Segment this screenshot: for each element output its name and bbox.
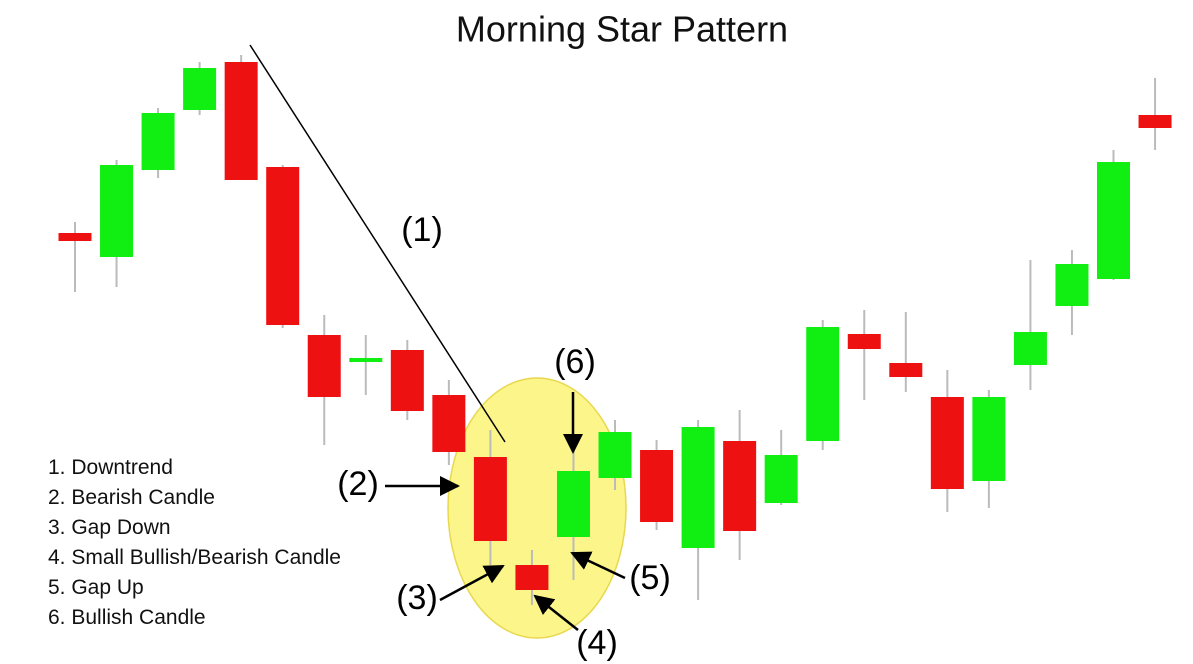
arrow	[439, 564, 505, 602]
candle-body	[1055, 264, 1089, 306]
candle-body	[556, 471, 590, 537]
annotation: (1)	[401, 211, 443, 249]
candle-body	[640, 450, 674, 522]
arrow	[533, 594, 579, 631]
candle-body	[307, 335, 341, 397]
candle-body	[390, 350, 424, 411]
candle-body	[349, 358, 383, 362]
candle-body	[100, 165, 134, 257]
candle-body	[764, 455, 798, 503]
arrow	[570, 551, 626, 580]
candle-body	[1138, 115, 1172, 128]
candle-body	[1013, 332, 1047, 365]
trend-line	[249, 44, 506, 443]
annotation: (6)	[554, 343, 596, 381]
candles	[58, 55, 1172, 605]
candle-body	[598, 432, 632, 478]
annotation: (2)	[337, 465, 379, 503]
legend-item: 6. Bullish Candle	[48, 606, 206, 629]
candle-body	[141, 113, 175, 170]
candle-body	[432, 395, 466, 452]
legend-item: 5. Gap Up	[48, 576, 144, 599]
annotation: (3)	[396, 579, 438, 617]
candle-body	[972, 397, 1006, 481]
legend-item: 1. Downtrend	[48, 456, 173, 479]
legend-item: 4. Small Bullish/Bearish Candle	[48, 546, 341, 569]
candle-body	[266, 167, 300, 325]
candle-body	[930, 397, 964, 489]
candle-body	[58, 233, 92, 241]
legend-item: 3. Gap Down	[48, 516, 171, 539]
candle-body	[723, 441, 757, 531]
chart-title: Morning Star Pattern	[456, 9, 788, 50]
candle-body	[224, 62, 258, 180]
candle-body	[473, 457, 507, 541]
candle-body	[806, 327, 840, 441]
candle-body	[183, 68, 217, 110]
legend: 1. Downtrend 2. Bearish Candle 3. Gap Down…	[48, 453, 348, 633]
legend-item: 2. Bearish Candle	[48, 486, 215, 509]
candle-body	[889, 363, 923, 377]
candle-body	[515, 565, 549, 590]
candle-body	[847, 334, 881, 349]
annotation: (4)	[576, 624, 618, 662]
candle-body	[1097, 162, 1130, 279]
annotation: (5)	[629, 559, 671, 597]
candle-body	[681, 427, 715, 548]
